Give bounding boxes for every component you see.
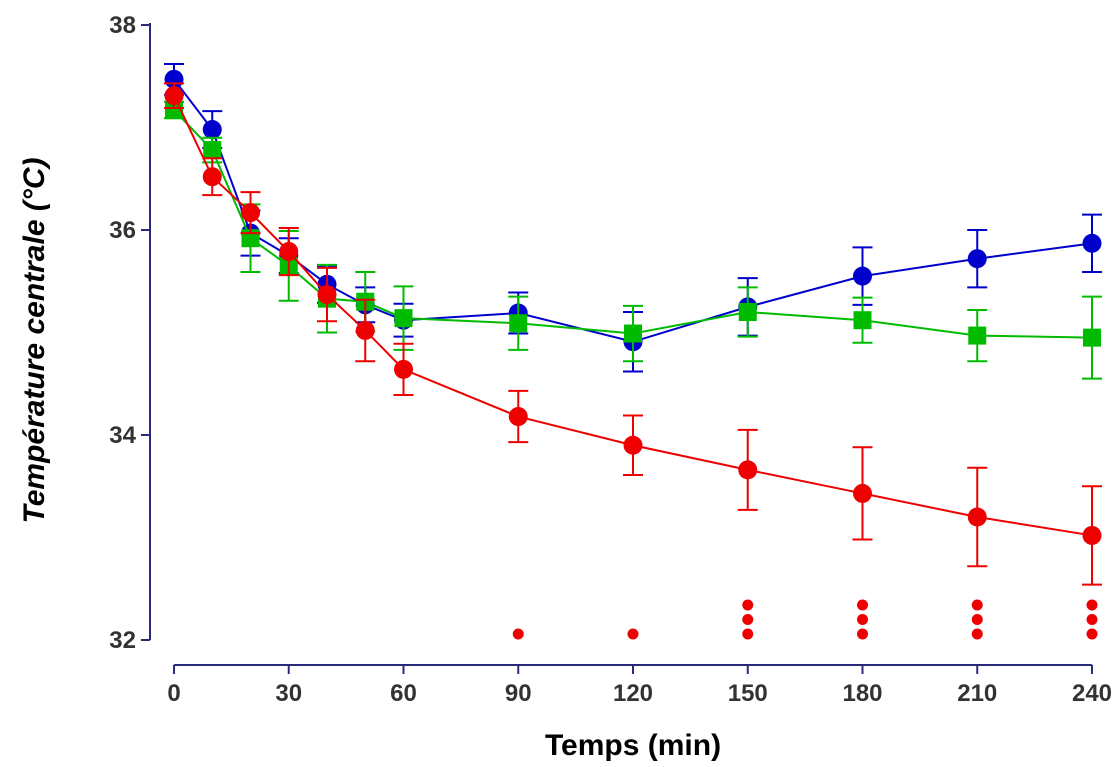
axes: 0 30 60 90 120 150 180 210 240 32 34 36 38 bbox=[109, 12, 1112, 707]
significance-dot bbox=[1086, 614, 1098, 625]
x-tick-label: 120 bbox=[613, 680, 653, 707]
data-point bbox=[355, 320, 375, 340]
data-point bbox=[623, 435, 643, 455]
x-tick-label: 150 bbox=[728, 680, 768, 707]
data-point bbox=[509, 314, 528, 333]
significance-dot bbox=[1086, 628, 1098, 640]
significance-dot bbox=[857, 599, 868, 611]
series-group bbox=[164, 62, 1102, 586]
x-tick-label: 60 bbox=[390, 680, 417, 707]
significance-dot bbox=[742, 614, 754, 625]
significance-dot bbox=[857, 614, 868, 625]
series-line bbox=[173, 109, 1093, 339]
significance-dot bbox=[742, 628, 754, 640]
significance-dot bbox=[627, 628, 639, 640]
x-tick-label: 210 bbox=[957, 680, 997, 707]
data-point bbox=[202, 120, 222, 140]
data-point bbox=[203, 141, 222, 160]
y-tick-label: 34 bbox=[109, 422, 136, 449]
data-point bbox=[853, 483, 872, 503]
significance-dot bbox=[1086, 599, 1098, 611]
x-tick-label: 30 bbox=[275, 680, 302, 707]
significance-dot bbox=[971, 599, 983, 611]
data-point bbox=[853, 266, 872, 286]
data-point bbox=[624, 324, 642, 343]
data-point bbox=[164, 86, 184, 106]
data-point bbox=[394, 359, 413, 379]
data-point bbox=[317, 285, 337, 305]
significance-dot bbox=[971, 614, 983, 625]
significance-dot bbox=[742, 599, 754, 611]
x-tick-label: 0 bbox=[167, 680, 180, 707]
y-tick-label: 36 bbox=[109, 217, 136, 244]
y-axis-title: Température centrale (°C) bbox=[18, 157, 51, 523]
significance-dot bbox=[971, 628, 983, 640]
data-point bbox=[1082, 525, 1102, 545]
data-point bbox=[1082, 233, 1102, 253]
significance-markers bbox=[512, 599, 1098, 640]
series-2 bbox=[164, 100, 1102, 380]
data-point bbox=[853, 311, 872, 330]
x-tick-label: 240 bbox=[1072, 680, 1112, 707]
data-point bbox=[967, 249, 987, 269]
series-3 bbox=[164, 82, 1102, 586]
data-point bbox=[202, 167, 222, 187]
data-point bbox=[968, 326, 987, 345]
x-axis-title: Temps (min) bbox=[545, 729, 721, 762]
significance-dot bbox=[857, 628, 868, 640]
data-point bbox=[738, 303, 757, 321]
series-line bbox=[173, 78, 1093, 343]
x-tick-label: 90 bbox=[505, 680, 532, 707]
data-point bbox=[1083, 328, 1101, 347]
data-point bbox=[279, 242, 299, 262]
data-point bbox=[738, 460, 758, 480]
data-point bbox=[394, 309, 413, 328]
data-point bbox=[241, 203, 260, 223]
significance-dot bbox=[512, 628, 524, 640]
y-tick-label: 38 bbox=[109, 12, 136, 39]
x-tick-label: 180 bbox=[842, 680, 882, 707]
y-tick-label: 32 bbox=[109, 627, 136, 654]
data-point bbox=[967, 507, 987, 527]
data-point bbox=[508, 407, 528, 427]
